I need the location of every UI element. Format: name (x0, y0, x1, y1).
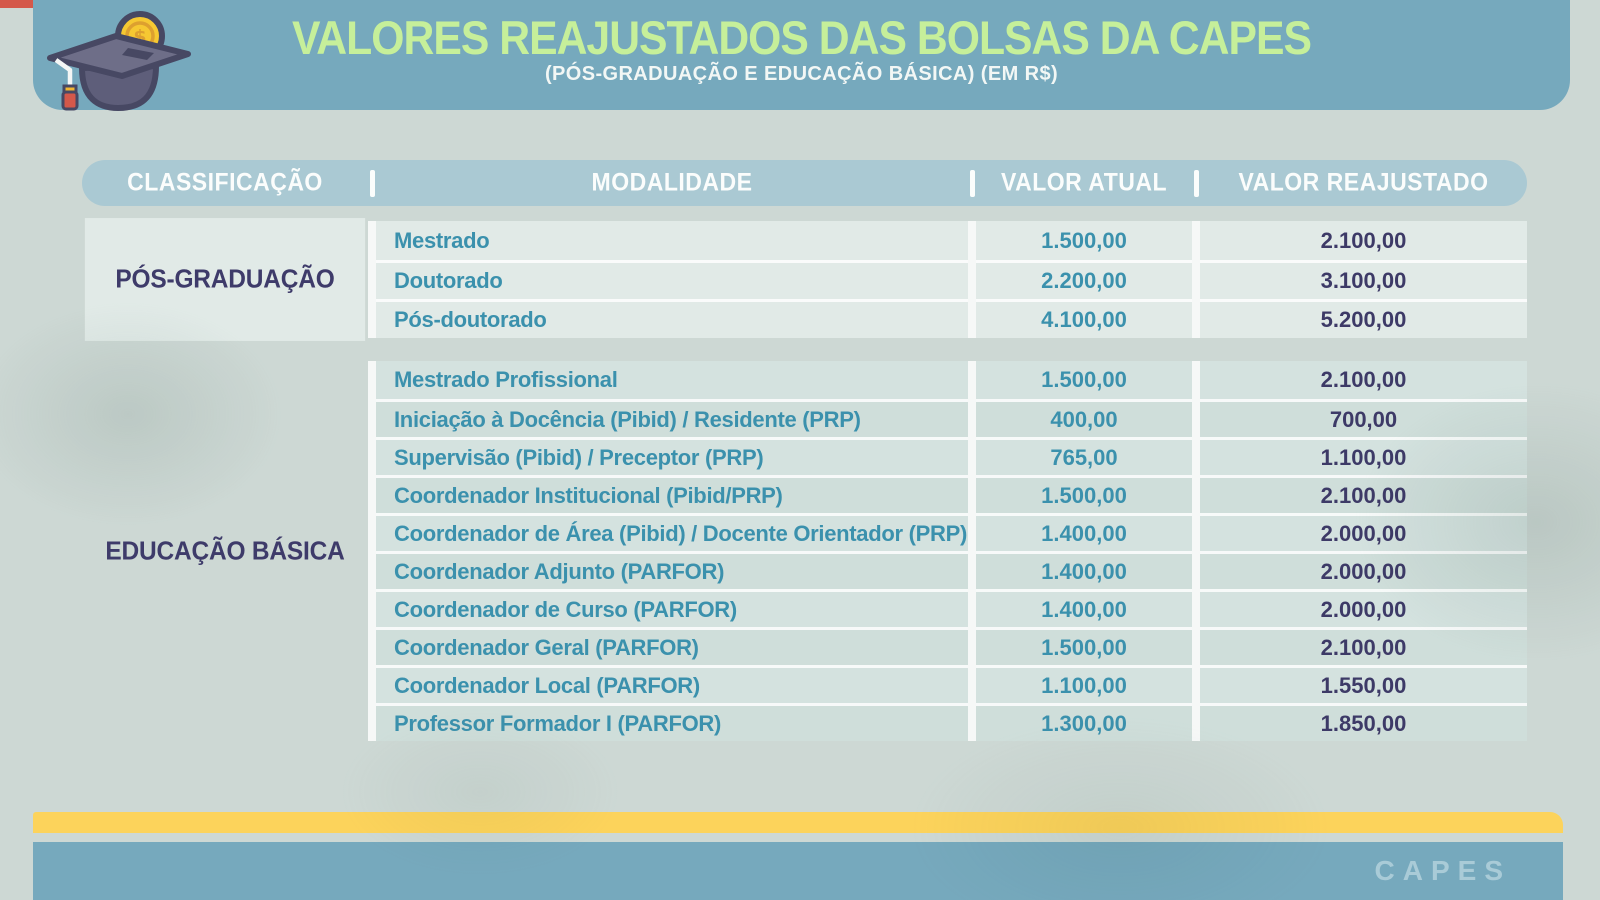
column-separator (968, 221, 976, 338)
column-header-valor-atual: VALOR ATUAL (1000, 168, 1168, 197)
header-separator (1192, 160, 1200, 206)
valor-atual-cell: 1.300,00 (976, 703, 1192, 741)
table-body: PÓS-GRADUAÇÃO Mestrado 1.500,00 2.100,00 Dou… (82, 218, 1527, 741)
column-header-classificacao: CLASSIFICAÇÃO (127, 168, 323, 197)
column-header-valor-reajustado: VALOR REAJUSTADO (1238, 168, 1489, 197)
page-title: VALORES REAJUSTADOS DAS BOLSAS DA CAPES (291, 11, 1312, 65)
valor-reajustado-cell: 2.100,00 (1200, 627, 1527, 665)
valor-reajustado-cell: 1.100,00 (1200, 437, 1527, 475)
valor-atual-cell: 1.500,00 (976, 627, 1192, 665)
valor-reajustado-cell: 2.000,00 (1200, 551, 1527, 589)
table-group-1: PÓS-GRADUAÇÃO Mestrado 1.500,00 2.100,00 Dou… (82, 218, 1527, 341)
valor-atual-cell: 1.400,00 (976, 513, 1192, 551)
modalidade-cell: Iniciação à Docência (Pibid) / Residente… (376, 399, 968, 437)
valor-reajustado-cell: 2.100,00 (1200, 475, 1527, 513)
valor-atual-cell: 765,00 (976, 437, 1192, 475)
column-separator (1192, 221, 1200, 338)
modalidade-cell: Professor Formador I (PARFOR) (376, 703, 968, 741)
valor-reajustado-cell: 5.200,00 (1200, 299, 1527, 338)
valor-atual-cell: 1.400,00 (976, 551, 1192, 589)
valor-reajustado-cell: 1.850,00 (1200, 703, 1527, 741)
header-separator (368, 160, 376, 206)
graduation-cap-coin-icon: $ (47, 11, 191, 111)
modalidade-cell: Coordenador de Curso (PARFOR) (376, 589, 968, 627)
column-separator (968, 361, 976, 741)
valor-atual-cell: 1.500,00 (976, 361, 1192, 399)
modalidade-cell: Doutorado (376, 260, 968, 299)
valor-atual-cell: 1.100,00 (976, 665, 1192, 703)
classification-label: PÓS-GRADUAÇÃO (84, 218, 366, 341)
column-separator (1192, 361, 1200, 741)
modalidade-cell: Coordenador de Área (Pibid) / Docente Or… (376, 513, 968, 551)
modalidade-cell: Mestrado Profissional (376, 361, 968, 399)
modalidade-cell: Pós-doutorado (376, 299, 968, 338)
column-header-modalidade: MODALIDADE (591, 168, 753, 197)
header-separator (968, 160, 976, 206)
modalidade-cell: Coordenador Geral (PARFOR) (376, 627, 968, 665)
capes-logo: CAPES (1374, 855, 1511, 886)
yellow-divider-bar (33, 812, 1563, 833)
page-subtitle: (PÓS-GRADUAÇÃO E EDUCAÇÃO BÁSICA) (EM R$… (544, 63, 1059, 85)
valor-reajustado-cell: 2.100,00 (1200, 221, 1527, 260)
valor-atual-cell: 400,00 (976, 399, 1192, 437)
corner-accent (0, 0, 33, 8)
valor-atual-cell: 4.100,00 (976, 299, 1192, 338)
modalidade-cell: Coordenador Adjunto (PARFOR) (376, 551, 968, 589)
classification-label: EDUCAÇÃO BÁSICA (105, 535, 345, 566)
valor-atual-cell: 1.500,00 (976, 475, 1192, 513)
valor-reajustado-cell: 3.100,00 (1200, 260, 1527, 299)
modalidade-cell: Mestrado (376, 221, 968, 260)
column-separator (368, 221, 376, 338)
table-group-2: EDUCAÇÃO BÁSICA Mestrado Profissional 1.50… (82, 361, 1527, 741)
valor-atual-cell: 1.500,00 (976, 221, 1192, 260)
footer-band: CAPES (33, 842, 1563, 900)
valor-atual-cell: 2.200,00 (976, 260, 1192, 299)
header-band: VALORES REAJUSTADOS DAS BOLSAS DA CAPES … (33, 0, 1570, 110)
valor-reajustado-cell: 700,00 (1200, 399, 1527, 437)
modalidade-cell: Coordenador Institucional (Pibid/PRP) (376, 475, 968, 513)
valor-reajustado-cell: 2.000,00 (1200, 589, 1527, 627)
valor-reajustado-cell: 1.550,00 (1200, 665, 1527, 703)
valor-reajustado-cell: 2.000,00 (1200, 513, 1527, 551)
modalidade-cell: Supervisão (Pibid) / Preceptor (PRP) (376, 437, 968, 475)
valor-atual-cell: 1.400,00 (976, 589, 1192, 627)
valor-reajustado-cell: 2.100,00 (1200, 361, 1527, 399)
modalidade-cell: Coordenador Local (PARFOR) (376, 665, 968, 703)
table-header-row: CLASSIFICAÇÃO MODALIDADE VALOR ATUAL VAL… (82, 160, 1527, 206)
column-separator (368, 361, 376, 741)
scholarship-table: CLASSIFICAÇÃO MODALIDADE VALOR ATUAL VAL… (82, 160, 1527, 741)
